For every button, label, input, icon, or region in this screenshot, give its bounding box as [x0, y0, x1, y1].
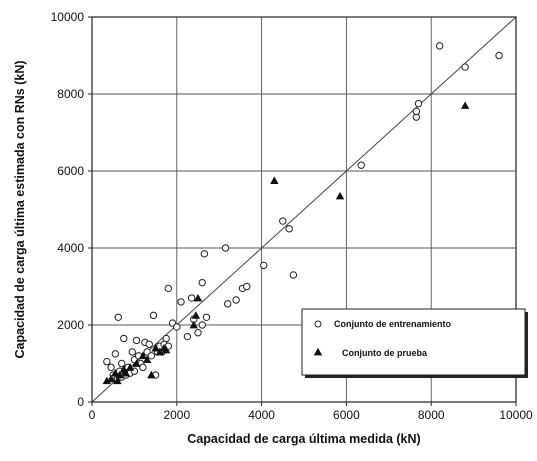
test-data-point — [115, 370, 124, 379]
y-tick-label: 6000 — [57, 164, 84, 178]
test-data-point — [142, 355, 152, 364]
training-data-point — [139, 363, 147, 372]
training-data-point — [412, 107, 421, 116]
training-data-point — [221, 244, 230, 252]
training-data-point — [435, 42, 444, 50]
training-data-point — [107, 363, 115, 372]
test-data-point — [193, 293, 203, 302]
training-data-point — [111, 350, 120, 358]
x-tick-label: 6000 — [333, 408, 360, 422]
training-data-point — [145, 340, 153, 348]
legend-circle-marker — [314, 320, 322, 328]
training-data-point — [414, 99, 423, 108]
training-data-point — [103, 357, 111, 366]
training-data-point — [132, 336, 141, 345]
x-tick-label: 10000 — [499, 408, 533, 422]
plot-area — [91, 16, 517, 403]
legend-triangle-marker — [313, 347, 323, 356]
y-axis-title: Capacidad de carga última estimada con R… — [13, 60, 27, 358]
training-data-point — [289, 271, 298, 279]
test-data-point — [102, 376, 112, 385]
training-data-point — [461, 63, 469, 71]
x-tick-label: 4000 — [248, 408, 275, 422]
training-data-point — [495, 51, 503, 60]
test-data-point — [270, 176, 279, 184]
y-tick-label: 0 — [77, 395, 84, 409]
training-data-point — [202, 313, 211, 321]
test-data-point — [132, 359, 141, 367]
legend-box — [301, 308, 526, 376]
test-data-point — [335, 191, 345, 200]
training-data-point — [128, 348, 136, 356]
y-tick-label: 8000 — [57, 87, 84, 101]
training-data-point — [164, 284, 173, 293]
training-data-point — [183, 332, 192, 341]
training-data-point — [177, 298, 185, 306]
x-tick-label: 2000 — [163, 408, 190, 422]
test-data-point — [147, 370, 156, 379]
x-axis-title: Capacidad de carga última medida (kN) — [187, 432, 420, 446]
training-data-point — [260, 261, 268, 270]
training-data-point — [173, 323, 181, 331]
training-data-point — [117, 359, 126, 368]
test-data-point — [125, 363, 135, 371]
x-tick-label: 0 — [89, 408, 96, 422]
test-data-point — [111, 368, 120, 377]
data-points — [102, 42, 503, 385]
training-data-point — [198, 278, 206, 287]
test-data-point — [113, 376, 122, 385]
training-data-point — [114, 313, 122, 321]
test-data-point — [151, 343, 160, 352]
training-data-point — [147, 352, 156, 360]
y-tick-label: 2000 — [57, 318, 84, 332]
test-data-point — [460, 101, 470, 109]
training-data-point — [223, 300, 232, 308]
test-data-point — [121, 368, 131, 377]
training-data-point — [200, 250, 209, 258]
training-data-point — [162, 334, 170, 343]
test-data-point — [155, 347, 165, 356]
training-data-point — [198, 321, 206, 329]
training-data-point — [279, 217, 287, 225]
test-data-point — [106, 374, 116, 383]
y-axis-ticks: 0 2000 4000 6000 8000 10000 — [51, 10, 92, 409]
training-data-point — [120, 334, 128, 343]
legend: Conjunto de entrenamiento Conjunto de pr… — [301, 308, 528, 378]
x-axis-ticks: 0 2000 4000 6000 8000 10000 — [89, 402, 533, 422]
x-tick-label: 8000 — [418, 408, 445, 422]
y-tick-label: 10000 — [51, 10, 85, 24]
training-data-point — [232, 296, 240, 304]
legend-label-training: Conjunto de entrenamiento — [334, 319, 452, 329]
test-data-point — [138, 351, 148, 360]
training-data-point — [285, 225, 293, 233]
training-data-point — [194, 329, 202, 337]
test-data-point — [162, 345, 171, 354]
training-data-point — [149, 311, 158, 320]
legend-label-test: Conjunto de prueba — [342, 348, 428, 358]
training-data-point — [357, 161, 365, 169]
test-data-point — [191, 311, 201, 319]
training-data-point — [243, 282, 251, 291]
test-data-point — [189, 320, 198, 329]
y-tick-label: 4000 — [57, 241, 84, 255]
training-data-point — [187, 294, 196, 302]
